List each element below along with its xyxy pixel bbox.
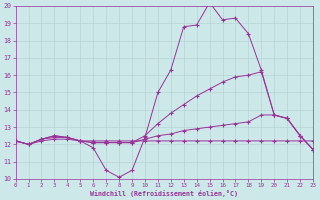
X-axis label: Windchill (Refroidissement éolien,°C): Windchill (Refroidissement éolien,°C) (90, 190, 238, 197)
